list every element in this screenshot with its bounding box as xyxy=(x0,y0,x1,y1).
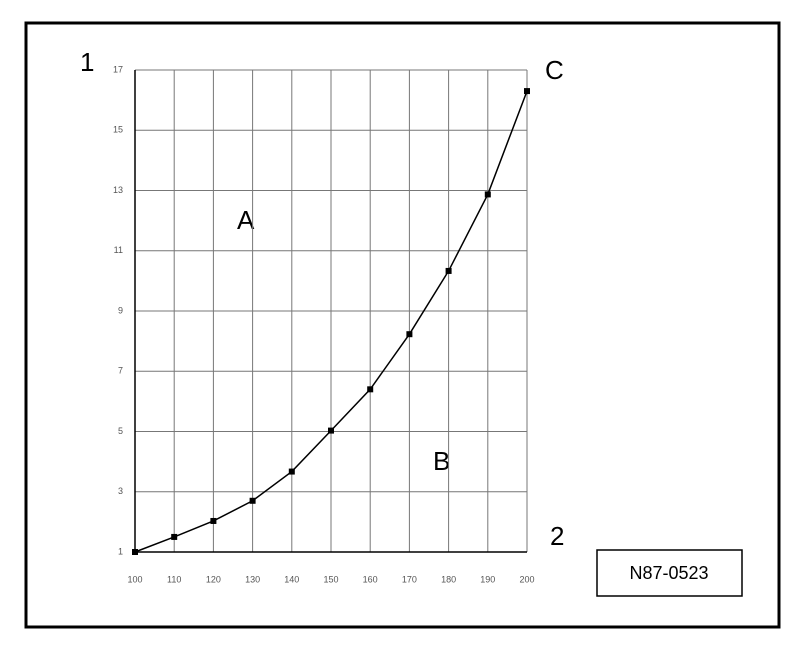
x-tick-label: 150 xyxy=(323,574,338,584)
code: N87-0523 xyxy=(629,563,708,583)
x-tick-label: 130 xyxy=(245,574,260,584)
marker xyxy=(171,533,178,540)
x-tick-label: 190 xyxy=(480,574,495,584)
x-tick-label: 170 xyxy=(402,574,417,584)
y-tick-label: 17 xyxy=(113,64,123,74)
x-tick-label: 200 xyxy=(519,574,534,584)
y-axis-label: 1 xyxy=(80,47,94,77)
x-tick-label: 100 xyxy=(127,574,142,584)
y-tick-label: 5 xyxy=(118,426,123,436)
y-tick-label: 11 xyxy=(114,245,123,255)
marker xyxy=(328,427,334,434)
marker xyxy=(445,267,452,274)
y-tick-label: 15 xyxy=(113,125,123,135)
marker xyxy=(484,191,491,198)
marker xyxy=(367,386,374,393)
x-tick-label: 160 xyxy=(363,574,378,584)
annotation: C xyxy=(545,55,564,85)
frame xyxy=(24,21,781,629)
y-tick-label: 13 xyxy=(113,185,123,195)
marker xyxy=(406,331,413,338)
marker xyxy=(210,517,217,524)
marker xyxy=(524,88,530,95)
y-tick-label: 3 xyxy=(118,486,123,496)
y-tick-label: 9 xyxy=(118,305,123,315)
annotation: B xyxy=(433,446,450,476)
y-tick-label: 1 xyxy=(118,546,123,556)
marker xyxy=(249,497,256,504)
marker xyxy=(132,549,138,555)
code-box xyxy=(596,549,743,597)
x-tick-label: 120 xyxy=(206,574,221,584)
x-tick-label: 140 xyxy=(284,574,299,584)
x-tick-label: 110 xyxy=(167,574,181,584)
x-axis-label: 2 xyxy=(550,521,564,551)
marker xyxy=(288,468,295,475)
annotation: A xyxy=(237,205,255,235)
x-tick-label: 180 xyxy=(441,574,456,584)
y-tick-label: 7 xyxy=(118,366,123,376)
